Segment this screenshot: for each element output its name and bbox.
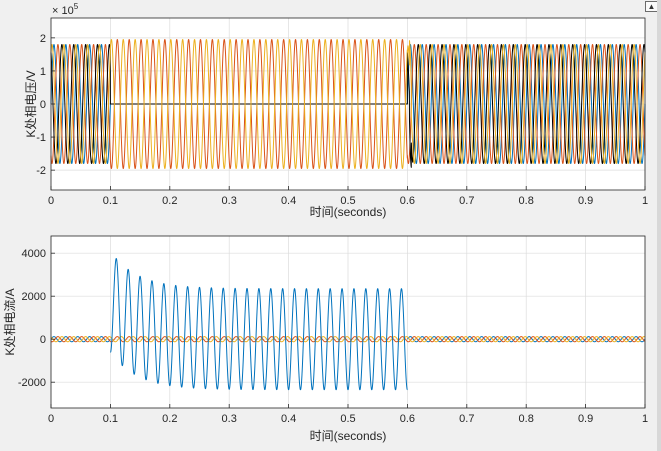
voltage-xtick-label: 0.5: [340, 195, 355, 207]
voltage-xtick-label: 1: [642, 195, 648, 207]
current-axes: 0 0.1 0.2 0.3 0.4 0.5 0.6 0.7 0.8 0.9 1 -2000 0 2000 4…: [3, 235, 648, 443]
current-plot-lines: [50, 258, 646, 391]
voltage-ytick-label: -2: [36, 165, 46, 177]
current-load-line: [50, 336, 646, 343]
window-right-border: [657, 0, 661, 451]
current-xlabel: 时间(seconds): [310, 429, 387, 443]
current-ylabel: K处相电流/A: [3, 288, 17, 355]
current-ytick-label: 0: [40, 334, 46, 346]
current-load-line: [50, 336, 646, 343]
voltage-xtick-label: 0.8: [519, 195, 534, 207]
current-ytick-label: 2000: [22, 291, 46, 303]
current-xtick-label: 0.6: [400, 413, 415, 425]
voltage-xtick-label: 0.3: [222, 195, 237, 207]
current-ticks: 0 0.1 0.2 0.3 0.4 0.5 0.6 0.7 0.8 0.9 1 -2000 0 2000 4…: [18, 248, 648, 425]
voltage-ytick-label: 2: [40, 33, 46, 45]
voltage-series-line: [50, 39, 646, 169]
current-ytick-label: -2000: [18, 377, 46, 389]
current-xtick-label: 0.1: [103, 413, 118, 425]
current-load-line: [406, 336, 646, 343]
current-xtick-label: 0.2: [162, 413, 177, 425]
current-xtick-label: 0.3: [222, 413, 237, 425]
voltage-xtick-label: 0.4: [281, 195, 296, 207]
voltage-axes: 0 0.1 0.2 0.3 0.4 0.5 0.6 0.7 0.8 0.9 1 -2 -1 0 1 2 × 1…: [24, 2, 648, 219]
voltage-ylabel: K处相电压/V: [24, 70, 38, 137]
current-xtick-label: 0.9: [578, 413, 593, 425]
current-fault-line: [109, 258, 408, 391]
voltage-xlabel: 时间(seconds): [310, 205, 387, 219]
voltage-xtick-label: 0.7: [459, 195, 474, 207]
voltage-exponent-label: × 105: [52, 2, 79, 17]
voltage-xtick-label: 0.1: [103, 195, 118, 207]
voltage-ytick-label: 1: [40, 66, 46, 78]
voltage-xtick-label: 0: [48, 195, 54, 207]
voltage-plot-lines: [50, 39, 646, 169]
voltage-xtick-label: 0.6: [400, 195, 415, 207]
current-xtick-label: 0: [48, 413, 54, 425]
current-xtick-label: 0.7: [459, 413, 474, 425]
current-ytick-label: 4000: [22, 248, 46, 260]
current-xtick-label: 1: [642, 413, 648, 425]
current-xtick-label: 0.4: [281, 413, 296, 425]
voltage-ticks: 0 0.1 0.2 0.3 0.4 0.5 0.6 0.7 0.8 0.9 1 -2 -1 0 1 2: [36, 33, 648, 207]
voltage-xtick-label: 0.9: [578, 195, 593, 207]
voltage-ytick-label: -1: [36, 132, 46, 144]
voltage-xtick-label: 0.2: [162, 195, 177, 207]
current-load-line: [50, 336, 111, 343]
current-xtick-label: 0.8: [519, 413, 534, 425]
voltage-ytick-label: 0: [40, 99, 46, 111]
current-xtick-label: 0.5: [340, 413, 355, 425]
